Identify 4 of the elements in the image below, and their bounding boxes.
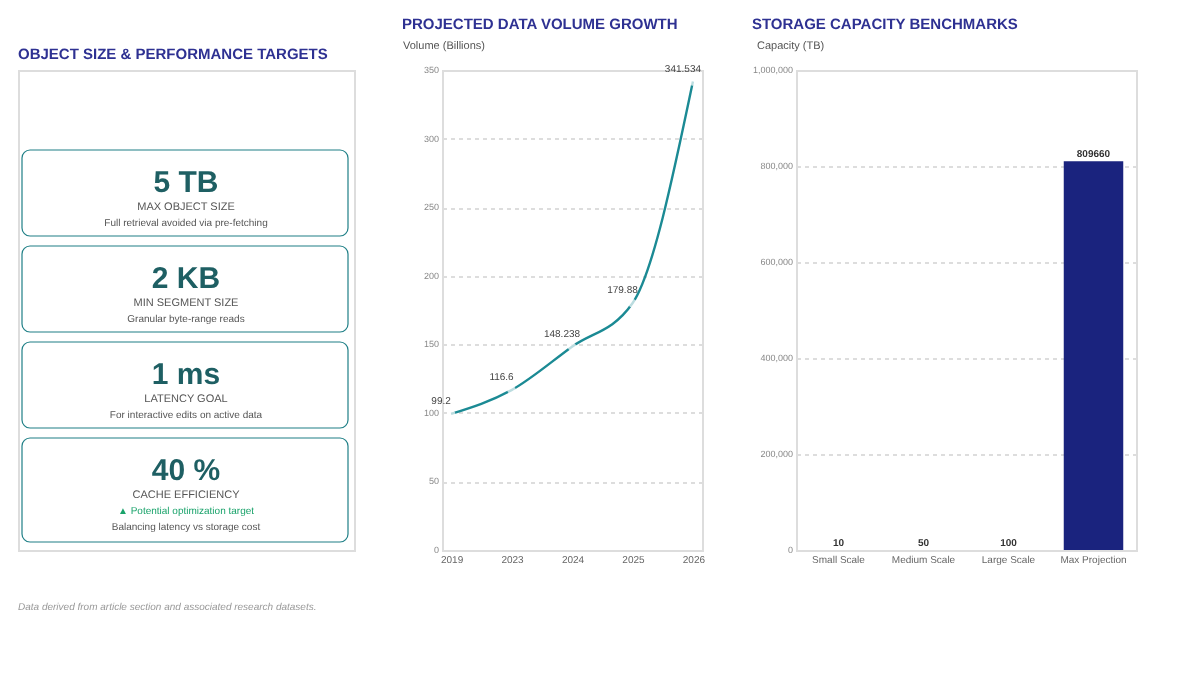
text: 5 TB [153,166,219,200]
text: 1 ms [151,358,221,392]
text: 40 % [151,454,221,488]
text: 2 KB [151,262,221,296]
